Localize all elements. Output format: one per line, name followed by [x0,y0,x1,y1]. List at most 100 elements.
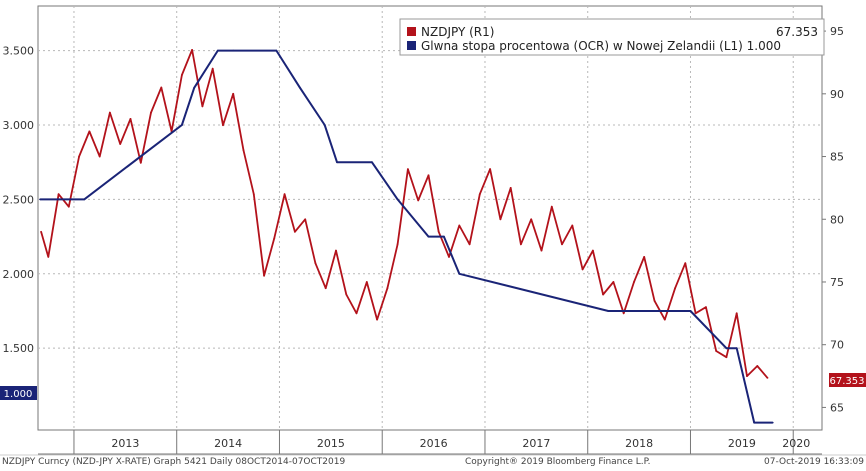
y-tick-label-right: 75 [830,276,844,289]
series-point-0 [98,155,101,158]
series-point-0 [88,130,91,133]
last-value-left-box [0,386,37,400]
series-point-0 [273,237,276,240]
series-point-0 [201,105,204,108]
y-tick-label-right: 90 [830,88,844,101]
series-point-0 [437,230,440,233]
y-tick-label-left: 3.000 [3,119,35,132]
series-point-1 [607,310,610,312]
last-value-right-label: 67.353 [830,376,865,387]
x-tick-label: 2016 [420,437,448,450]
series-point-0 [252,193,255,196]
series-point-1 [181,124,183,126]
y-tick-label-right: 65 [830,401,844,414]
x-tick-label: 2019 [728,437,756,450]
series-point-0 [756,365,759,367]
y-tick-label-right: 95 [830,25,844,38]
series-point-0 [478,193,481,196]
series-point-0 [571,224,574,227]
y-tick-label-right: 70 [830,339,844,352]
series-point-1 [725,347,728,350]
plot-area [37,5,823,431]
series-point-0 [520,243,522,246]
series-point-0 [222,124,224,127]
legend-box [399,18,825,56]
series-point-0 [376,318,378,321]
series-point-0 [324,287,327,290]
series-point-0 [129,118,132,120]
legend-swatch-nzdjpy [407,27,416,36]
y-tick-label-left: 3.500 [3,45,35,58]
series-point-0 [489,168,491,171]
series-point-0 [766,377,769,379]
series-point-1 [371,161,373,164]
series-point-1 [275,49,278,52]
series-point-0 [663,318,666,321]
last-value-left-label: 1.000 [4,389,33,400]
y-tick-label-right: 85 [830,151,844,164]
series-line-1 [40,49,773,424]
x-tick-label: 2020 [782,437,810,450]
legend-swatch-ocr [407,41,416,50]
series-point-0 [612,281,615,283]
series-point-0 [67,205,70,208]
series-point-0 [40,230,42,233]
series-point-1 [443,235,445,238]
series-point-1 [323,124,326,126]
series-point-0 [715,350,718,352]
y-tick-label-left: 2.500 [3,193,35,206]
x-tick-label: 2013 [111,437,139,450]
legend-label-ocr: Glwna stopa procentowa (OCR) w Nowej Zel… [421,39,781,53]
series-point-0 [345,293,348,296]
series-point-0 [499,218,502,221]
series-point-0 [530,218,533,221]
series-point-0 [139,161,142,164]
series-point-0 [263,274,265,277]
y-tick-label-left: 1.500 [3,342,35,355]
series-point-0 [211,67,214,70]
series-point-0 [314,262,317,265]
series-point-1 [684,310,687,312]
series-point-0 [468,243,471,246]
series-point-0 [47,256,50,258]
series-point-0 [705,306,707,308]
series-point-0 [304,218,307,221]
series-point-1 [336,161,338,164]
x-tick-label: 2018 [625,437,653,450]
x-tick-label: 2017 [522,437,550,450]
series-point-0 [458,224,461,227]
series-point-0 [242,149,245,152]
series-point-0 [119,143,122,145]
series-point-1 [299,86,301,89]
series-point-1 [689,310,692,312]
series-point-0 [78,155,80,158]
series-point-1 [39,198,41,201]
series-point-0 [396,243,399,246]
legend-value-nzdjpy: 67.353 [776,25,818,39]
series-point-0 [294,230,296,233]
series-point-1 [771,421,774,424]
series-point-0 [581,268,584,271]
series-point-1 [83,198,86,201]
series-point-1 [216,49,219,52]
series-point-1 [458,272,461,275]
series-point-0 [427,174,430,177]
series-point-0 [335,249,337,252]
series-point-0 [725,356,728,359]
last-value-right-box [829,373,866,387]
x-tick-label: 2015 [317,437,345,450]
footer-copyright: Copyright® 2019 Bloomberg Finance L.P. [465,457,650,467]
series-point-1 [232,49,235,52]
series-point-0 [674,287,676,290]
series-point-0 [355,312,358,315]
series-point-0 [232,92,235,95]
series-point-1 [427,235,430,238]
series-point-0 [509,187,512,189]
series-point-0 [407,168,409,171]
series-point-0 [150,111,152,114]
last-value-right-tag: 67.353 [829,373,866,387]
series-point-0 [633,281,635,283]
x-tick-label: 2014 [214,437,242,450]
series-point-0 [109,111,111,114]
